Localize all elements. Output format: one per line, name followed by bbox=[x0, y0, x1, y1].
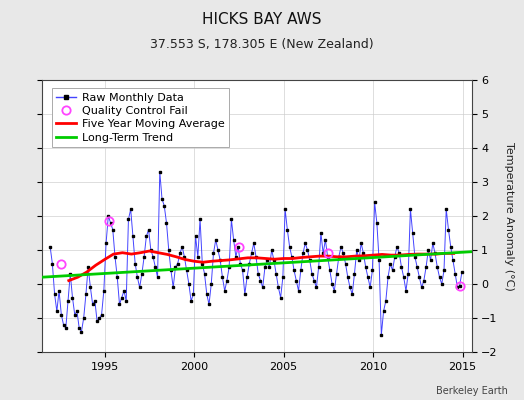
Y-axis label: Temperature Anomaly (°C): Temperature Anomaly (°C) bbox=[505, 142, 515, 290]
Text: 37.553 S, 178.305 E (New Zealand): 37.553 S, 178.305 E (New Zealand) bbox=[150, 38, 374, 51]
Text: Berkeley Earth: Berkeley Earth bbox=[436, 386, 508, 396]
Text: HICKS BAY AWS: HICKS BAY AWS bbox=[202, 12, 322, 27]
Legend: Raw Monthly Data, Quality Control Fail, Five Year Moving Average, Long-Term Tren: Raw Monthly Data, Quality Control Fail, … bbox=[52, 88, 229, 147]
